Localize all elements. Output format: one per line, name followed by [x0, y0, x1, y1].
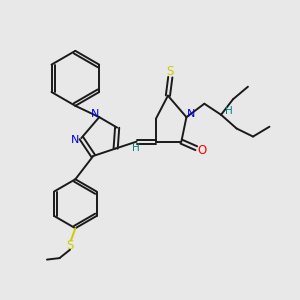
Text: S: S [167, 65, 174, 78]
Text: N: N [70, 134, 79, 145]
Text: N: N [187, 109, 196, 119]
Text: S: S [66, 239, 74, 252]
Text: H: H [132, 143, 140, 153]
Text: O: O [197, 144, 206, 157]
Text: H: H [225, 106, 232, 116]
Text: N: N [91, 109, 99, 119]
